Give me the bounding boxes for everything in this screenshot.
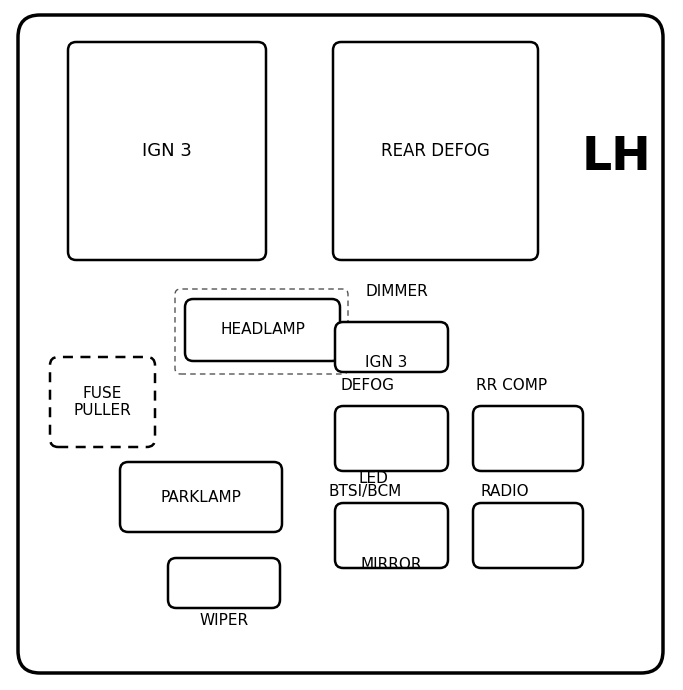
Text: REAR DEFOG: REAR DEFOG bbox=[381, 142, 490, 160]
Text: WIPER: WIPER bbox=[199, 613, 249, 628]
FancyBboxPatch shape bbox=[473, 503, 583, 568]
Text: RADIO: RADIO bbox=[480, 484, 529, 499]
Text: IGN 3: IGN 3 bbox=[142, 142, 192, 160]
Text: MIRROR: MIRROR bbox=[360, 557, 421, 572]
FancyBboxPatch shape bbox=[335, 406, 448, 471]
FancyBboxPatch shape bbox=[120, 462, 282, 532]
FancyBboxPatch shape bbox=[18, 15, 663, 673]
FancyBboxPatch shape bbox=[168, 558, 280, 608]
FancyBboxPatch shape bbox=[333, 42, 538, 260]
Text: RR COMP: RR COMP bbox=[476, 378, 547, 393]
FancyBboxPatch shape bbox=[50, 357, 155, 447]
Text: IGN 3: IGN 3 bbox=[365, 355, 407, 370]
Text: PARKLAMP: PARKLAMP bbox=[161, 489, 241, 504]
Text: HEADLAMP: HEADLAMP bbox=[220, 322, 305, 337]
FancyBboxPatch shape bbox=[335, 503, 448, 568]
Text: DEFOG: DEFOG bbox=[340, 378, 394, 393]
Text: FUSE
PULLER: FUSE PULLER bbox=[74, 386, 131, 418]
FancyBboxPatch shape bbox=[68, 42, 266, 260]
FancyBboxPatch shape bbox=[185, 299, 340, 361]
FancyBboxPatch shape bbox=[335, 322, 448, 372]
FancyBboxPatch shape bbox=[473, 406, 583, 471]
Text: LED: LED bbox=[358, 471, 388, 486]
Text: DIMMER: DIMMER bbox=[365, 284, 428, 299]
Text: LH: LH bbox=[582, 135, 652, 181]
Text: BTSI/BCM: BTSI/BCM bbox=[328, 484, 401, 499]
